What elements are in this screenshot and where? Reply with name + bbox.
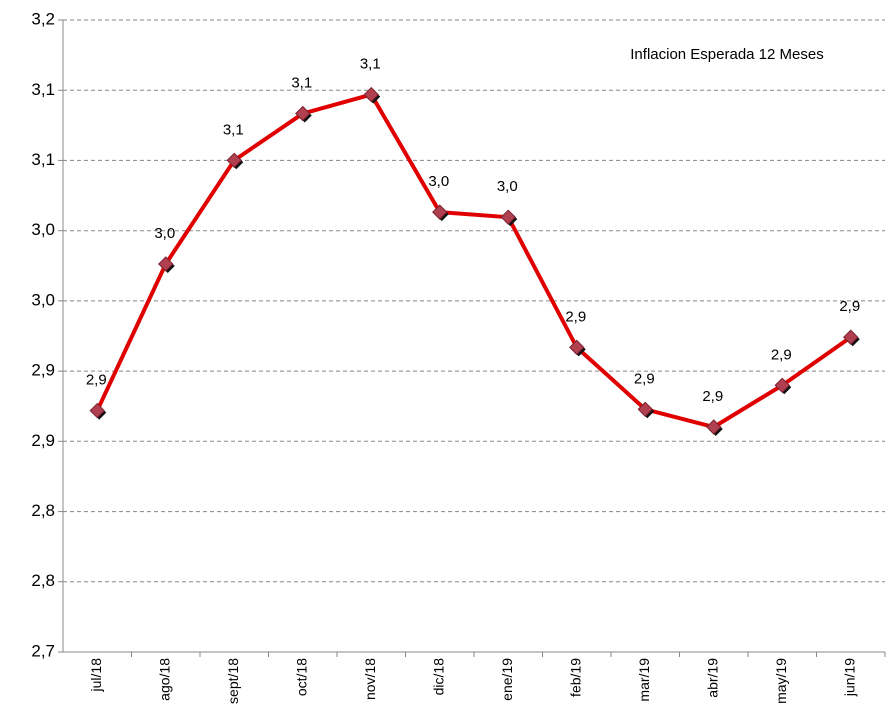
data-label: 2,9 (634, 370, 655, 387)
x-tick-label: nov/18 (362, 658, 378, 700)
y-tick-label: 2,9 (31, 431, 55, 450)
marker (89, 402, 105, 419)
data-label: 3,0 (428, 173, 449, 190)
y-tick-label: 3,0 (31, 220, 55, 239)
marker (569, 339, 585, 356)
y-tick-label: 3,1 (31, 150, 55, 169)
marker (843, 329, 859, 345)
x-tick-label: dic/18 (430, 658, 446, 696)
x-tick-label: ene/19 (499, 658, 515, 701)
y-tick-label: 3,1 (31, 80, 55, 99)
marker (706, 419, 722, 435)
marker (637, 401, 653, 418)
data-label: 3,1 (360, 56, 381, 73)
marker (363, 86, 379, 103)
legend-label: Inflacion Esperada 12 Meses (630, 46, 823, 63)
data-label: 3,0 (497, 178, 518, 195)
y-tick-label: 2,8 (31, 501, 55, 520)
y-tick-label: 3,2 (31, 9, 55, 28)
data-label: 2,9 (702, 388, 723, 405)
data-label: 2,9 (86, 372, 107, 389)
data-label: 2,9 (565, 308, 586, 325)
marker (226, 152, 242, 169)
y-tick-label: 2,8 (31, 571, 55, 590)
marker (774, 377, 790, 394)
x-tick-label: oct/18 (293, 658, 309, 696)
marker (158, 256, 174, 272)
y-tick-label: 3,0 (31, 290, 55, 309)
data-label: 2,9 (771, 346, 792, 363)
marker (500, 209, 516, 225)
x-tick-label: sept/18 (225, 658, 241, 704)
data-label: 3,1 (291, 75, 312, 92)
x-tick-label: abr/19 (704, 658, 720, 698)
x-tick-label: may/19 (773, 658, 789, 704)
y-tick-label: 2,7 (31, 641, 55, 660)
series-line (95, 92, 852, 430)
x-tick-label: jun/19 (841, 658, 857, 697)
x-tick-label: jul/18 (88, 658, 104, 693)
data-label: 3,1 (223, 121, 244, 138)
data-label: 2,9 (839, 298, 860, 315)
x-tick-label: mar/19 (636, 658, 652, 702)
data-label: 3,0 (154, 225, 175, 242)
x-tick-label: ago/18 (156, 658, 172, 701)
marker (295, 105, 311, 122)
x-tick-label: feb/19 (567, 658, 583, 697)
y-tick-label: 2,9 (31, 361, 55, 380)
marker (432, 204, 448, 220)
